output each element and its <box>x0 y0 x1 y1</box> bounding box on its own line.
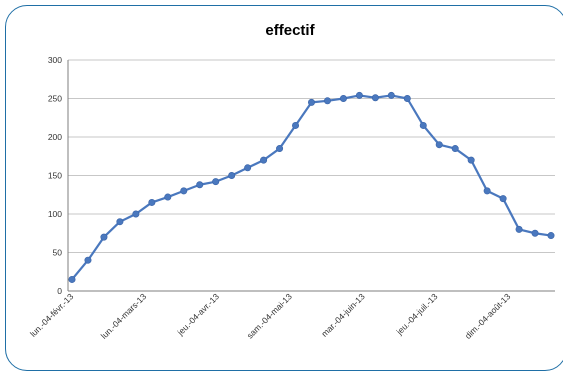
data-point <box>339 95 347 103</box>
data-point <box>531 229 539 237</box>
y-tick-label: 100 <box>48 209 62 219</box>
line-chart: effectif 0 50 100 150 200 250 300 lun.-04-févr.… <box>28 22 555 341</box>
x-tick-label: lun.-04-mars-13 <box>99 291 149 341</box>
data-point <box>244 164 252 172</box>
data-point <box>499 195 507 203</box>
x-tick-label: dim.-04-août-13 <box>463 291 513 341</box>
data-point <box>276 145 284 153</box>
data-point <box>164 193 172 201</box>
data-point <box>132 210 140 218</box>
data-point <box>100 233 108 241</box>
data-point <box>196 181 204 189</box>
data-point <box>483 187 491 195</box>
chart-title: effectif <box>265 22 315 39</box>
x-tick-label: mar.-04-juin-13 <box>319 291 367 339</box>
data-point <box>323 97 331 105</box>
data-point <box>68 275 76 283</box>
data-point <box>84 256 92 264</box>
x-tick-label: jeu.-04-avr.-13 <box>175 291 222 338</box>
x-tick-label: sam.-04-mai-13 <box>245 291 294 340</box>
data-point <box>260 156 268 164</box>
data-point <box>515 225 523 233</box>
data-point <box>355 91 363 99</box>
y-tick-label: 150 <box>48 171 62 181</box>
data-point <box>228 172 236 180</box>
data-point <box>387 91 395 99</box>
data-point <box>467 156 475 164</box>
data-point <box>116 218 124 226</box>
data-point <box>435 141 443 149</box>
y-tick-label: 50 <box>53 248 63 258</box>
x-tick-label: lun.-04-févr.-13 <box>28 291 76 339</box>
series-line <box>71 94 552 281</box>
y-tick-label: 300 <box>48 55 62 65</box>
data-point <box>419 121 427 129</box>
data-point <box>148 198 156 206</box>
x-tick-label: jeu.-04-juil.-13 <box>394 291 440 337</box>
data-point <box>451 145 459 153</box>
data-point <box>307 98 315 106</box>
data-point <box>547 232 555 240</box>
data-point <box>292 121 300 129</box>
data-point <box>180 187 188 195</box>
data-point <box>212 178 220 186</box>
y-tick-label: 0 <box>57 286 62 296</box>
data-point <box>403 95 411 103</box>
y-tick-label: 250 <box>48 94 62 104</box>
data-point <box>371 94 379 102</box>
y-tick-label: 200 <box>48 132 62 142</box>
